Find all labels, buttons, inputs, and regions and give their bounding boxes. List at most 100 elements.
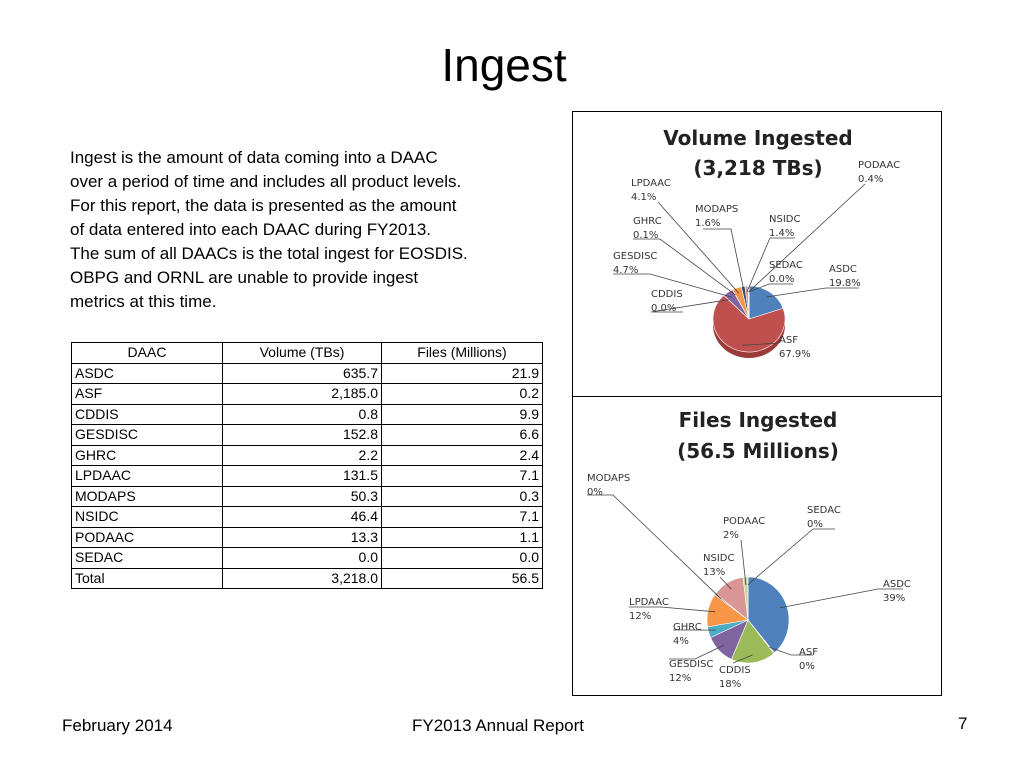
slice-label: ASF	[799, 647, 818, 658]
slice-label: NSIDC	[769, 214, 800, 225]
volume-chart-title-line1: Volume Ingested	[663, 126, 853, 150]
table-row: GHRC 2.2 2.4	[71, 444, 543, 466]
page-number: 7	[958, 714, 968, 733]
table-cell: GESDISC	[71, 424, 223, 446]
footer-date: February 2014	[62, 716, 173, 735]
slice-percent: 4.1%	[631, 192, 656, 203]
leader-line	[747, 528, 835, 586]
table-header-row: DAAC Volume (TBs) Files (Millions)	[71, 342, 543, 364]
slice-label: ASDC	[883, 579, 911, 590]
slice-label: GESDISC	[669, 659, 713, 670]
table-row: Total 3,218.0 56.5	[71, 567, 543, 589]
leader-line	[719, 576, 732, 590]
table-cell: Files (Millions)	[381, 342, 543, 364]
slice-label: SEDAC	[807, 505, 841, 516]
volume-chart-title-line2: (3,218 TBs)	[693, 156, 822, 180]
table-cell: ASDC	[71, 362, 223, 384]
table-cell: MODAPS	[71, 485, 223, 507]
slice-percent: 0.0%	[651, 303, 676, 314]
leader-line	[779, 588, 903, 609]
leader-line	[748, 283, 793, 293]
slice-percent: 1.6%	[695, 218, 720, 229]
leader-line	[746, 237, 795, 293]
leader-line	[613, 273, 732, 298]
slice-label: GHRC	[633, 216, 662, 227]
leader-line	[703, 228, 745, 293]
table-cell: 3,218.0	[222, 567, 382, 589]
table-cell: LPDAAC	[71, 465, 223, 487]
volume-pie-svg: Volume Ingested (3,218 TBs) ASDC 19.8% ASF…	[613, 126, 900, 360]
table-cell: 9.9	[381, 403, 543, 425]
files-pie-svg: Files Ingested (56.5 Millions) ASDC 39% AS…	[587, 408, 911, 690]
slice-label: ASF	[779, 335, 798, 346]
leader-line	[629, 606, 716, 613]
table-row: MODAPS 50.3 0.3	[71, 485, 543, 507]
slice-percent: 4.7%	[613, 265, 638, 276]
table-cell: NSIDC	[71, 506, 223, 528]
table-cell: 0.2	[381, 383, 543, 405]
slice-percent: 1.4%	[769, 228, 794, 239]
table-cell: 21.9	[381, 362, 543, 384]
slice-label: PODAAC	[858, 160, 900, 171]
leader-line	[748, 183, 866, 293]
leader-line	[587, 494, 722, 600]
table-cell: 7.1	[381, 506, 543, 528]
table-cell: Total	[71, 567, 223, 589]
footer-report-name: FY2013 Annual Report	[412, 716, 585, 735]
slice-label: LPDAAC	[631, 178, 671, 189]
leader-line	[766, 287, 859, 298]
table-row: GESDISC 152.8 6.6	[71, 424, 543, 446]
table-cell: 2.4	[381, 444, 543, 466]
slice-percent: 13%	[703, 567, 725, 578]
table-cell: 6.6	[381, 424, 543, 446]
leader-line	[742, 342, 780, 346]
slice-percent: 0%	[587, 487, 603, 498]
leader-line	[769, 646, 813, 656]
slice-label: GHRC	[673, 622, 702, 633]
table-row: CDDIS 0.8 9.9	[71, 403, 543, 425]
leader-line	[732, 654, 753, 664]
leader-line	[657, 201, 740, 294]
slice-label: CDDIS	[651, 289, 683, 300]
table-cell: Volume (TBs)	[222, 342, 382, 364]
slice-percent: 12%	[629, 611, 651, 622]
table-cell: ASF	[71, 383, 223, 405]
slice-label: MODAPS	[587, 473, 630, 484]
slice-percent: 12%	[669, 673, 691, 684]
slice-label: MODAPS	[695, 204, 738, 215]
pie-slice-cddis	[731, 619, 775, 664]
slice-label: ASDC	[829, 264, 857, 275]
slice-percent: 0.0%	[769, 274, 794, 285]
slide-title: Ingest	[441, 39, 567, 91]
files-chart-title-line1: Files Ingested	[679, 408, 838, 432]
table-cell: 635.7	[222, 362, 382, 384]
table-row: ASF 2,185.0 0.2	[71, 383, 543, 405]
slice-label: NSIDC	[703, 553, 734, 564]
table-cell: 0.0	[381, 547, 543, 569]
slice-percent: 0.1%	[633, 230, 658, 241]
slice-percent: 18%	[719, 679, 741, 690]
leader-line	[633, 238, 736, 296]
table-cell: SEDAC	[71, 547, 223, 569]
slice-label: CDDIS	[719, 665, 751, 676]
table-cell: 50.3	[222, 485, 382, 507]
files-chart-title-line2: (56.5 Millions)	[677, 439, 839, 463]
table-row: NSIDC 46.4 7.1	[71, 506, 543, 528]
table-cell: CDDIS	[71, 403, 223, 425]
leader-line	[669, 644, 725, 660]
slice-label: PODAAC	[723, 516, 765, 527]
slice-percent: 0%	[807, 519, 823, 530]
table-cell: GHRC	[71, 444, 223, 466]
slice-percent: 67.9%	[779, 349, 811, 360]
table-cell: 152.8	[222, 424, 382, 446]
table-row: LPDAAC 131.5 7.1	[71, 465, 543, 487]
table-cell: 131.5	[222, 465, 382, 487]
table-cell: PODAAC	[71, 526, 223, 548]
table-cell: 13.3	[222, 526, 382, 548]
intro-paragraph: Ingest is the amount of data coming into…	[70, 148, 468, 311]
volume-ingested-chart: Volume Ingested (3,218 TBs) ASDC 19.8% ASF…	[572, 111, 942, 397]
table-cell: 2.2	[222, 444, 382, 466]
leader-line	[740, 539, 747, 585]
files-ingested-chart: Files Ingested (56.5 Millions) ASDC 39% AS…	[572, 396, 942, 696]
leader-line	[650, 299, 729, 313]
